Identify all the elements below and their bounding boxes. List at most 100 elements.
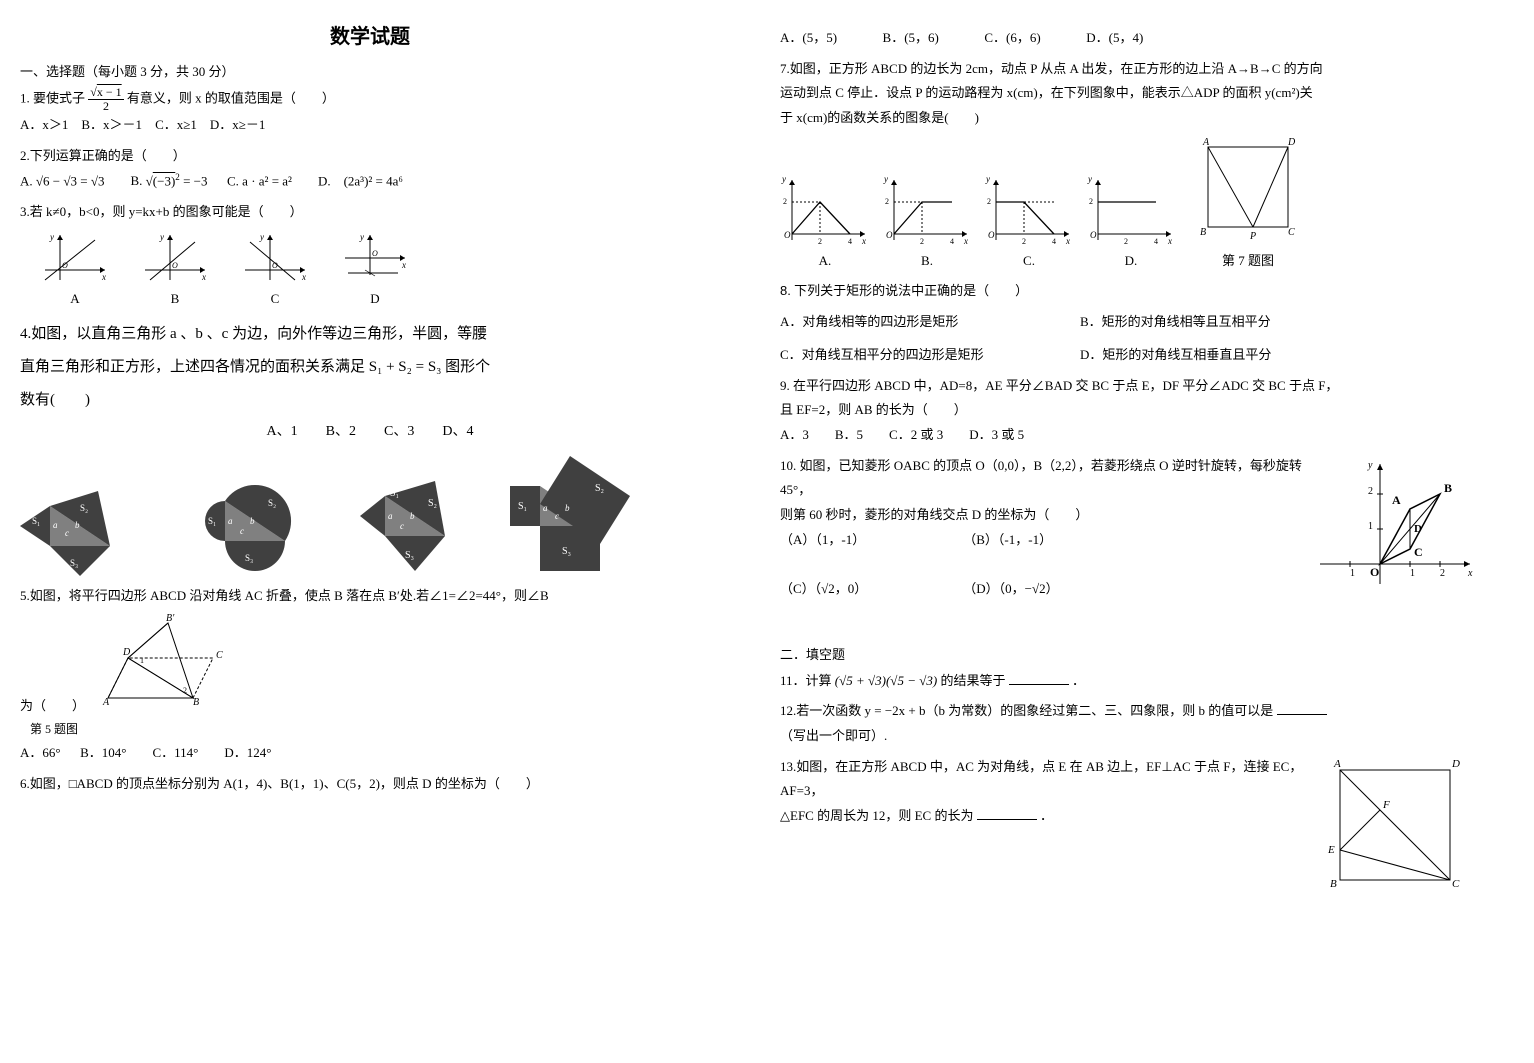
- svg-text:4: 4: [848, 237, 852, 246]
- q4-stem-2: 直角三角形和正方形，上述四各情况的面积关系满足 S₁ + S₂ = S₃ 图形个: [20, 351, 720, 384]
- q2-opt-a: A. √6 − √3 = √3: [20, 173, 104, 188]
- q3-stem: 3.若 k≠0，b<0，则 y=kx+b 的图象可能是（ ）: [20, 204, 303, 219]
- question-3: 3.若 k≠0，b<0，则 y=kx+b 的图象可能是（ ） x y O: [20, 200, 720, 312]
- q1-fraction: √x − 1 2: [88, 86, 123, 113]
- q3-graph-d: x y O: [340, 230, 410, 285]
- svg-text:O: O: [886, 230, 893, 240]
- q11-expr: (√5 + √3)(√5 − √3): [835, 673, 937, 688]
- q3-label-d: D: [340, 287, 410, 312]
- q8-opt-c: C．对角线互相平分的四边形是矩形: [780, 343, 1080, 368]
- svg-text:x: x: [101, 272, 106, 282]
- svg-text:S₁: S₁: [390, 488, 399, 499]
- q4-fig-4: c a b S₁ S₂ S₃: [500, 456, 640, 576]
- svg-text:O: O: [784, 230, 791, 240]
- q6-opt-b: B．(5，6): [883, 30, 939, 45]
- q7-graph-b: yx O 224: [882, 172, 972, 247]
- question-2: 2.下列运算正确的是（ ） A. √6 − √3 = √3 B. √(−3)2 …: [20, 144, 720, 194]
- svg-text:B: B: [193, 697, 199, 708]
- section-1-heading: 一、选择题（每小题 3 分，共 30 分）: [20, 61, 720, 80]
- svg-text:A: A: [1392, 493, 1401, 507]
- svg-text:c: c: [555, 511, 559, 521]
- svg-text:a: a: [388, 511, 393, 521]
- q3-label-b: B: [140, 287, 210, 312]
- svg-text:x: x: [861, 236, 866, 246]
- svg-text:O: O: [988, 230, 995, 240]
- q7-graph-d: yx O 224: [1086, 172, 1176, 247]
- q10-stem-1: 10. 如图，已知菱形 OABC 的顶点 O（0,0），B（2,2），若菱形绕点…: [780, 458, 1302, 498]
- q2-opt-d: D. (2a³)² = 4a⁶: [318, 173, 403, 188]
- svg-text:4: 4: [1154, 237, 1158, 246]
- question-13: A D B C E F 13.如图，在正方形 ABCD 中，AC 为对角线，点 …: [780, 755, 1480, 895]
- q7-caption: 第 7 题图: [1188, 249, 1308, 274]
- svg-text:4: 4: [950, 237, 954, 246]
- svg-text:1: 1: [140, 656, 144, 665]
- svg-text:C: C: [216, 650, 223, 661]
- q6-opt-c: C．(6，6): [984, 30, 1040, 45]
- svg-text:D: D: [122, 647, 131, 658]
- svg-text:1: 1: [1368, 521, 1373, 532]
- svg-text:O: O: [372, 249, 378, 258]
- q2-opt-c: C. a · a² = a²: [227, 173, 292, 188]
- svg-text:2: 2: [920, 237, 924, 246]
- svg-text:x: x: [201, 272, 206, 282]
- q7-graph-a: yx O 224: [780, 172, 870, 247]
- svg-text:S₁: S₁: [32, 516, 40, 526]
- svg-text:x: x: [1467, 568, 1473, 579]
- q5-figure: A B C D B′ 1 2: [98, 613, 228, 708]
- q6-opt-d: D．(5，4): [1086, 30, 1143, 45]
- q5-opt-d: D．124°: [224, 745, 271, 760]
- q7-label-d: D.: [1086, 249, 1176, 274]
- q3-graph-b: x y O: [140, 230, 210, 285]
- svg-text:S₃: S₃: [245, 553, 253, 563]
- q13-stem-2: △EFC 的周长为 12，则 EC 的长为: [780, 808, 973, 823]
- q2-stem: 2.下列运算正确的是（ ）: [20, 148, 186, 163]
- svg-text:b: b: [565, 503, 570, 513]
- q3-graph-a: x y O: [40, 230, 110, 285]
- svg-text:S₁: S₁: [518, 501, 527, 512]
- svg-text:D: D: [1414, 523, 1422, 535]
- q1-opt-a: A．x＞1: [20, 117, 68, 132]
- svg-text:2: 2: [1440, 568, 1445, 579]
- q13-stem-1: 13.如图，在正方形 ABCD 中，AC 为对角线，点 E 在 AB 边上，EF…: [780, 759, 1302, 799]
- svg-text:x: x: [963, 236, 968, 246]
- svg-text:2: 2: [1022, 237, 1026, 246]
- question-6: 6.如图，□ABCD 的顶点坐标分别为 A(1，4)、B(1，1)、C(5，2)…: [20, 772, 720, 797]
- q7-stem-2: 运动到点 C 停止．设点 P 的运动路程为 x(cm)，在下列图象中，能表示△A…: [780, 85, 1313, 100]
- svg-text:2: 2: [1368, 486, 1373, 497]
- q7-stem-3: 于 x(cm)的函数关系的图象是( ): [780, 110, 979, 125]
- right-column: A．(5，5) B．(5，6) C．(6，6) D．(5，4) 7.如图，正方形…: [780, 20, 1480, 901]
- svg-text:O: O: [1090, 230, 1097, 240]
- q1-opt-c: C．x≥1: [155, 117, 197, 132]
- svg-text:1: 1: [1410, 568, 1415, 579]
- svg-text:S₃: S₃: [562, 546, 571, 557]
- q10-opt-b: （B）（-1，-1）: [963, 532, 1052, 547]
- q4-fig-1: c a b S₁ S₂ S₃: [20, 456, 160, 576]
- q2-opt-b: B. √(−3)2 = −3: [130, 173, 207, 188]
- q12-blank: [1277, 701, 1327, 715]
- svg-text:F: F: [1382, 799, 1390, 811]
- svg-text:y: y: [159, 232, 164, 242]
- svg-text:S₂: S₂: [428, 498, 437, 509]
- svg-text:x: x: [1065, 236, 1070, 246]
- q11-stem-post: 的结果等于: [940, 673, 1005, 688]
- q13-figure: A D B C E F: [1320, 755, 1480, 895]
- svg-text:2: 2: [1124, 237, 1128, 246]
- left-column: 数学试题 一、选择题（每小题 3 分，共 30 分） 1. 要使式子 √x − …: [20, 20, 720, 901]
- q9-stem-2: 且 EF=2，则 AB 的长为（ ）: [780, 402, 967, 417]
- svg-text:y: y: [259, 232, 264, 242]
- q3-labels: A B C D: [40, 287, 720, 312]
- svg-text:b: b: [75, 520, 80, 530]
- paper-title: 数学试题: [20, 20, 720, 49]
- q8-opt-a: A．对角线相等的四边形是矩形: [780, 310, 1080, 335]
- svg-text:a: a: [543, 503, 548, 513]
- section-2-heading: 二．填空题: [780, 644, 1480, 663]
- svg-text:2: 2: [818, 237, 822, 246]
- q1-opt-b: B．x＞－1: [81, 117, 142, 132]
- question-10: O x y 1 1 2 1 2 A B C D 10.: [780, 454, 1480, 602]
- question-11: 11．计算 (√5 + √3)(√5 − √3) 的结果等于 ．: [780, 669, 1480, 694]
- svg-text:b: b: [410, 511, 415, 521]
- q6-stem: 6.如图，□ABCD 的顶点坐标分别为 A(1，4)、B(1，1)、C(5，2)…: [20, 776, 539, 791]
- q4-fig-3: c a b S₁ S₂ S₃: [340, 456, 480, 576]
- svg-text:A: A: [1202, 137, 1210, 148]
- svg-text:C: C: [1288, 227, 1295, 238]
